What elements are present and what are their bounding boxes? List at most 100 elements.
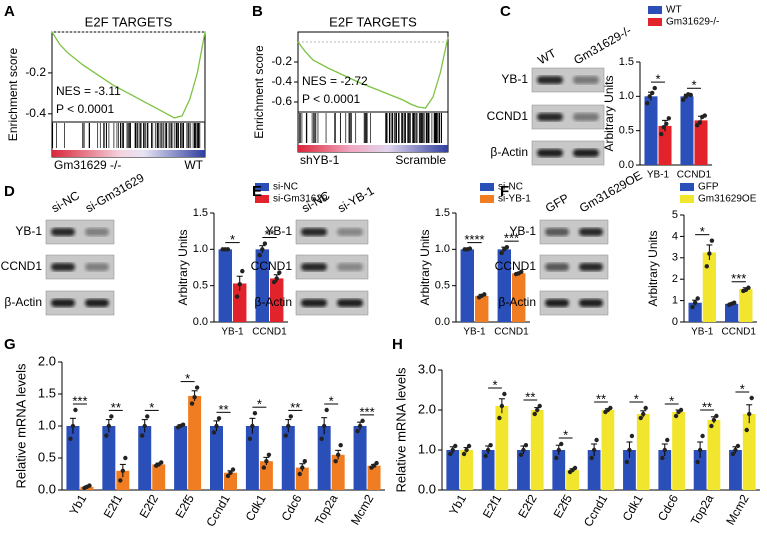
x-tick-label: Cdc6: [278, 492, 304, 524]
data-point: [608, 405, 613, 411]
sig-label: **: [596, 391, 606, 406]
data-point: [87, 483, 92, 488]
data-point: [300, 465, 305, 470]
data-point: [673, 413, 679, 419]
bar: [116, 470, 130, 490]
bar: [138, 426, 152, 490]
bar: [218, 249, 232, 322]
data-point: [159, 460, 164, 465]
data-point: [274, 276, 279, 281]
data-point: [252, 411, 258, 416]
data-point: [461, 451, 467, 457]
x-tick-label: Yb1: [446, 492, 469, 518]
bar: [658, 125, 672, 165]
data-point: [485, 447, 491, 453]
data-point: [731, 300, 737, 305]
bar: [353, 426, 367, 490]
panel-label: F: [500, 183, 509, 200]
rank-gradient: [52, 150, 205, 157]
annotation: NES = -3.11: [56, 84, 121, 98]
x-tick-label: Yb1: [66, 492, 89, 518]
bar: [188, 395, 202, 490]
panel-label: C: [500, 3, 511, 20]
x-tick-label: E2f5: [551, 492, 576, 521]
blot-row-label: β-Actin: [254, 295, 292, 309]
bar: [102, 426, 116, 490]
bar: [446, 450, 460, 490]
data-point: [660, 455, 665, 461]
data-point: [68, 436, 73, 441]
bar: [281, 426, 295, 490]
bar: [152, 464, 166, 490]
data-point: [707, 251, 712, 256]
blot-band: [85, 228, 109, 236]
data-point: [260, 247, 265, 252]
data-point: [374, 460, 379, 466]
blot-column-label: si-Gm31629: [83, 170, 147, 215]
y-tick-label: 2: [672, 273, 678, 285]
data-point: [697, 120, 702, 125]
data-point: [661, 125, 666, 130]
data-point: [702, 113, 708, 118]
data-point: [104, 433, 109, 438]
bar: [481, 450, 495, 490]
sig-label: **: [525, 389, 535, 404]
annotation: P < 0.0001: [56, 102, 114, 116]
data-point: [521, 447, 526, 453]
bar: [495, 406, 509, 490]
y-axis-label: Arbitrary Units: [646, 230, 660, 306]
blot-column-label: GFP: [543, 191, 571, 215]
x-tick-label: Cdk1: [243, 492, 269, 524]
data-point: [641, 411, 646, 417]
legend-label: GFP: [698, 182, 719, 193]
bar: [517, 450, 530, 490]
left-label: shYB-1: [300, 153, 340, 167]
legend-label: Gm31629OE: [698, 194, 757, 205]
sig-label: *: [691, 78, 696, 93]
y-tick-label: 0.5: [38, 449, 56, 464]
data-point: [225, 247, 231, 252]
y-tick-label: 1.0: [38, 417, 56, 432]
legend-label: Gm31629-/-: [666, 17, 719, 28]
y-tick-label: 1.0: [193, 243, 208, 255]
data-point: [264, 459, 269, 464]
bar: [460, 249, 474, 322]
blot-band: [337, 299, 363, 307]
blot-column-label: si-NC: [299, 188, 332, 215]
sig-label: ***: [731, 271, 746, 286]
right-label: Scramble: [395, 153, 446, 167]
data-point: [519, 269, 524, 275]
bar: [702, 252, 716, 322]
data-point: [335, 452, 341, 457]
data-point: [537, 403, 542, 409]
bar: [566, 470, 579, 490]
y-tick-label: 0.0: [435, 316, 450, 328]
panel-label: B: [252, 3, 263, 20]
data-point: [216, 416, 222, 421]
y-tick-label: 1.0: [418, 441, 436, 456]
x-tick-label: YB-1: [691, 327, 714, 338]
x-tick-label: Cdc6: [655, 492, 681, 524]
data-point: [572, 465, 578, 471]
annotation: NES = -2.72: [302, 74, 368, 88]
blot-band: [51, 299, 75, 307]
data-point: [453, 443, 458, 449]
x-tick-label: E2f1: [480, 492, 505, 521]
data-point: [556, 447, 561, 453]
enrichment-curve: [51, 31, 206, 119]
y-tick-label: 0.0: [619, 159, 634, 171]
data-point: [240, 268, 245, 274]
legend-label: si-NC: [273, 182, 298, 193]
legend-swatch: [648, 18, 662, 26]
data-point: [697, 447, 703, 453]
x-tick-label: E2f2: [515, 492, 540, 521]
legend-label: si-YB-1: [498, 194, 531, 205]
sig-label: **: [218, 402, 228, 417]
y-tick-label: 1.0: [435, 243, 450, 255]
blot-band: [85, 263, 109, 271]
sig-label: *: [634, 391, 639, 406]
x-tick-label: Top2a: [312, 492, 341, 528]
data-point: [730, 451, 736, 457]
blot-column-label: Gm31629OE: [577, 168, 645, 215]
data-point: [497, 415, 502, 421]
